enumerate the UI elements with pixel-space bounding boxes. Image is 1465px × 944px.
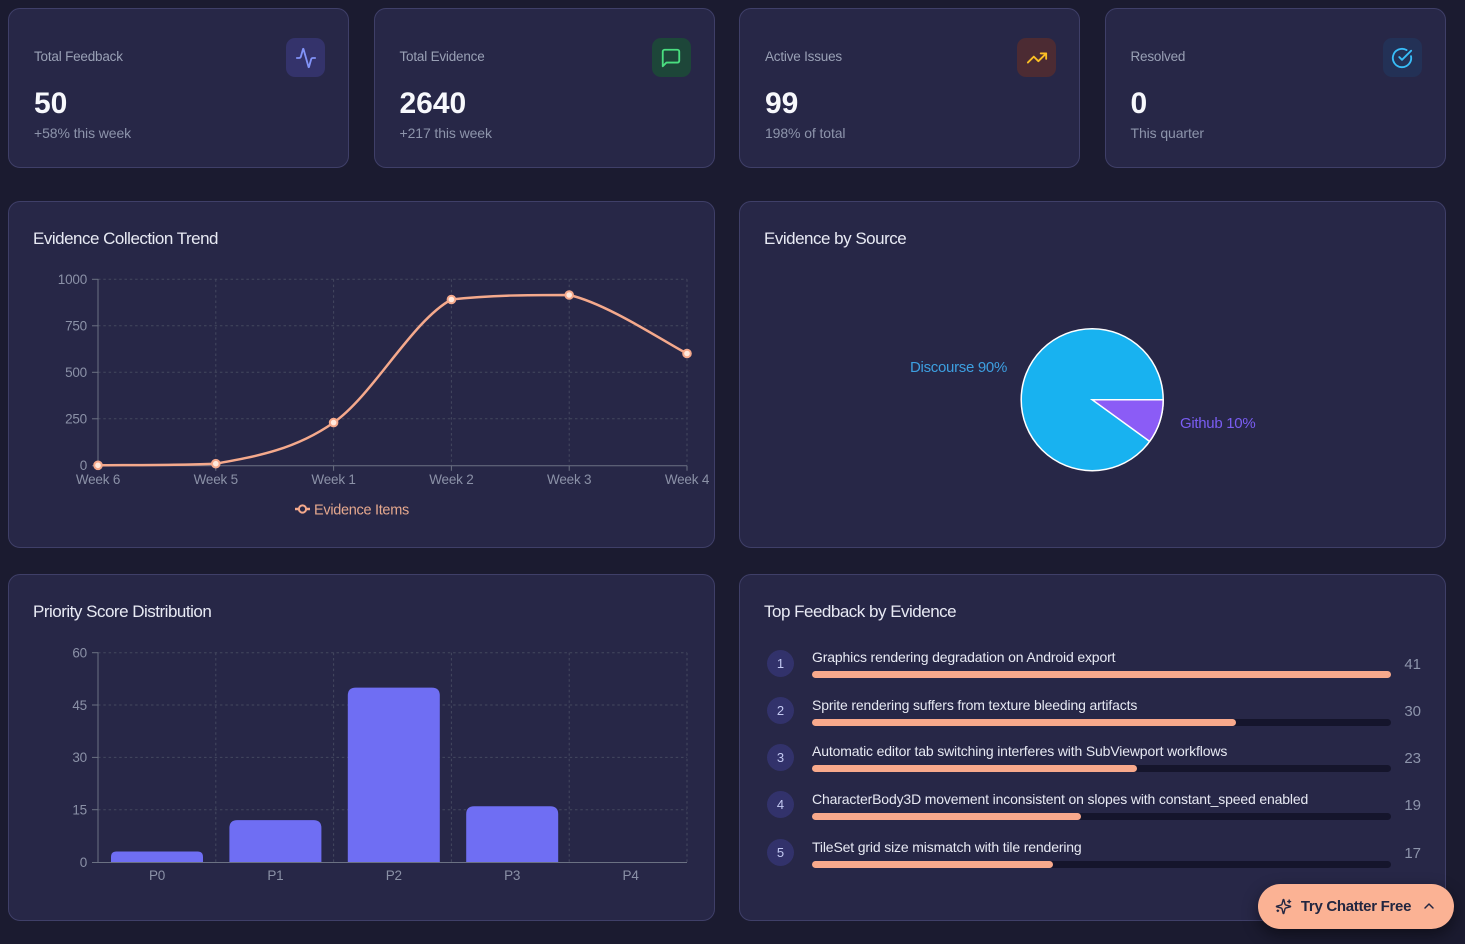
svg-text:Week 2: Week 2 xyxy=(429,472,473,487)
svg-text:30: 30 xyxy=(72,750,87,765)
svg-text:P0: P0 xyxy=(149,868,165,883)
svg-text:45: 45 xyxy=(72,698,87,713)
svg-text:Week 5: Week 5 xyxy=(194,472,238,487)
svg-text:P4: P4 xyxy=(623,868,640,883)
svg-text:15: 15 xyxy=(72,802,87,817)
svg-text:Evidence Items: Evidence Items xyxy=(314,503,409,519)
svg-text:Github 10%: Github 10% xyxy=(1180,415,1255,432)
svg-text:P3: P3 xyxy=(504,868,520,883)
svg-text:Week 3: Week 3 xyxy=(547,472,591,487)
svg-text:Week 4: Week 4 xyxy=(665,472,710,487)
svg-text:60: 60 xyxy=(72,645,87,660)
svg-text:0: 0 xyxy=(80,458,87,473)
svg-text:Week 6: Week 6 xyxy=(76,472,120,487)
svg-text:250: 250 xyxy=(65,412,87,427)
svg-text:500: 500 xyxy=(65,365,87,380)
svg-text:750: 750 xyxy=(65,319,87,334)
svg-text:0: 0 xyxy=(80,855,87,870)
svg-text:Discourse 90%: Discourse 90% xyxy=(910,359,1007,376)
svg-text:P1: P1 xyxy=(267,868,283,883)
svg-text:Week 1: Week 1 xyxy=(311,472,355,487)
svg-text:1000: 1000 xyxy=(58,272,87,287)
svg-text:P2: P2 xyxy=(386,868,402,883)
